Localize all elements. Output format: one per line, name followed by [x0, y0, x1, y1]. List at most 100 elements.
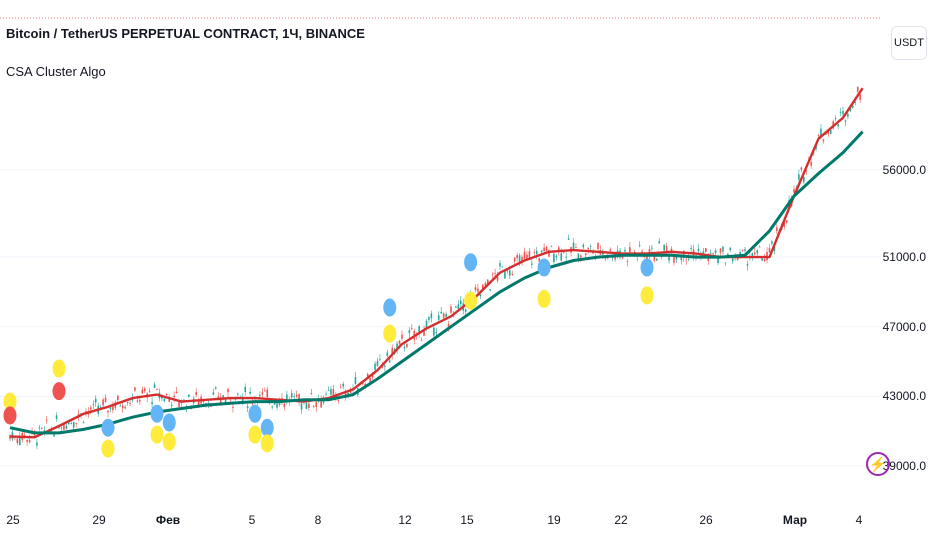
candle-body — [136, 400, 139, 402]
candle-body — [754, 252, 756, 255]
candle-body — [433, 327, 435, 336]
time-tick-label: 12 — [398, 513, 412, 527]
time-tick-label: 4 — [855, 513, 863, 527]
candle-body — [538, 258, 540, 262]
candle-body — [310, 392, 313, 394]
candle-body — [763, 258, 766, 262]
candle-body — [109, 405, 112, 409]
indicator-label[interactable]: CSA Cluster Algo — [6, 64, 106, 79]
candle-body — [28, 439, 31, 443]
candle-body — [651, 247, 653, 249]
signal-marker-blue — [101, 418, 115, 437]
price-chart[interactable] — [0, 0, 880, 510]
currency-button[interactable]: USDT — [891, 26, 927, 60]
time-tick-label: 5 — [248, 513, 256, 527]
candle-body — [339, 387, 342, 389]
candle-body — [278, 402, 281, 405]
candle-body — [102, 399, 104, 406]
candle-body — [739, 252, 741, 256]
candle-body — [844, 120, 847, 122]
candle-body — [227, 388, 229, 393]
candle-body — [680, 254, 683, 261]
candle-body — [435, 331, 438, 334]
candle-body — [558, 247, 560, 253]
candle-body — [423, 330, 425, 336]
series-line-0 — [9, 87, 864, 439]
chart-canvas[interactable] — [0, 0, 880, 510]
candle-body — [295, 394, 298, 397]
signal-marker-red — [52, 382, 66, 401]
candle-body — [298, 394, 300, 402]
candle-body — [396, 343, 398, 349]
candle-body — [834, 117, 837, 119]
candle-body — [727, 253, 729, 256]
candle-body — [820, 128, 822, 137]
candle-body — [325, 393, 327, 395]
candle-body — [80, 413, 82, 415]
candle-body — [175, 391, 178, 394]
candle-body — [290, 393, 293, 398]
candle-body — [445, 313, 447, 317]
price-tick-label: 51000.0 — [882, 250, 926, 265]
candle-body — [403, 346, 406, 349]
candle-body — [134, 387, 136, 391]
candle-body — [261, 392, 264, 395]
candle-body — [38, 427, 41, 429]
candle-body — [442, 313, 445, 318]
candle-body — [717, 257, 719, 264]
candle-body — [859, 94, 861, 100]
candle-body — [768, 248, 771, 253]
candle-body — [391, 347, 393, 356]
candle-body — [234, 399, 237, 400]
candle-body — [751, 253, 754, 257]
candle-body — [293, 396, 295, 397]
signal-marker-blue — [162, 413, 176, 432]
candle-body — [249, 391, 251, 394]
candle-body — [117, 395, 119, 400]
candle-body — [540, 250, 543, 253]
candle-body — [665, 245, 668, 253]
candle-body — [550, 245, 553, 247]
candle-body — [143, 388, 146, 392]
candle-body — [104, 397, 107, 403]
candle-body — [670, 248, 673, 252]
candle-body — [562, 251, 565, 253]
candle-body — [222, 395, 224, 398]
candle-body — [153, 384, 156, 388]
candle-body — [60, 427, 63, 429]
signal-marker-yellow — [383, 324, 397, 343]
signal-marker-yellow — [52, 359, 66, 378]
candle-body — [702, 251, 705, 254]
time-tick-label: 29 — [92, 513, 106, 527]
candle-body — [70, 423, 73, 424]
candle-body — [202, 401, 205, 402]
candle-body — [215, 387, 217, 389]
candle-body — [195, 392, 197, 395]
signal-marker-blue — [248, 404, 262, 423]
candle-body — [629, 247, 631, 253]
candle-body — [121, 405, 124, 409]
candle-body — [545, 246, 548, 251]
signal-marker-blue — [640, 258, 654, 277]
signal-marker-yellow — [162, 432, 176, 451]
candle-body — [741, 249, 744, 251]
candle-body — [68, 422, 70, 425]
candle-body — [687, 258, 690, 260]
candle-body — [668, 255, 670, 261]
candle-body — [842, 110, 844, 115]
candle-body — [342, 383, 344, 387]
signal-marker-blue — [464, 253, 478, 272]
candle-body — [533, 252, 536, 254]
candle-body — [168, 397, 171, 402]
candle-body — [518, 255, 521, 262]
candle-body — [94, 398, 97, 403]
lightning-bolt-icon[interactable]: ⚡ — [866, 452, 890, 476]
series-line-1 — [9, 130, 864, 435]
symbol-title[interactable]: Bitcoin / TetherUS PERPETUAL CONTRACT, 1… — [6, 26, 365, 41]
candle-body — [151, 402, 153, 405]
candle-body — [347, 392, 349, 395]
candle-body — [447, 323, 450, 328]
candle-body — [197, 401, 200, 406]
price-tick-label: 56000.0 — [882, 163, 926, 177]
candle-body — [173, 395, 175, 398]
